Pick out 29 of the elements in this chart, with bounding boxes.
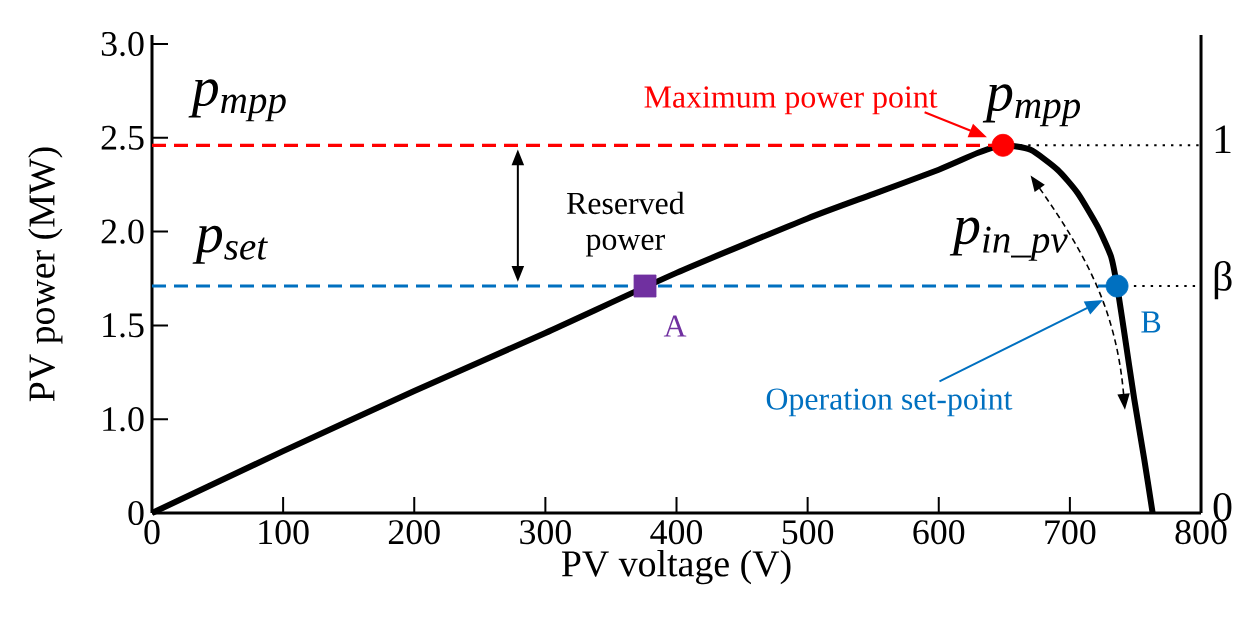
x-tick-label: 0 — [144, 520, 160, 545]
x-tick-label: 800 — [1175, 520, 1227, 545]
x-tick-label: 400 — [650, 520, 703, 545]
x-tick-label: 600 — [913, 520, 965, 545]
annotation: Maximum power point — [644, 86, 938, 115]
y2-tick-label: β — [1214, 260, 1232, 300]
y2-tick-label: 1 — [1215, 125, 1231, 154]
y2-tick-label: 0 — [1213, 492, 1232, 522]
annotation: p$_{mpp}$ — [982, 84, 1081, 127]
annotation: Reserved power — [566, 191, 685, 257]
y-tick-label: 1.0 — [103, 407, 144, 432]
x-tick-label: 300 — [520, 520, 571, 545]
x-tick-label: 200 — [388, 520, 440, 545]
annotation: p$_{set}$ — [192, 225, 268, 264]
x-axis-title: PV voltage (V) — [561, 549, 791, 585]
y-tick-label: 2.5 — [101, 125, 144, 150]
annotation: p$_{mpp}$ — [188, 79, 286, 122]
x-tick-label: 500 — [782, 520, 834, 545]
y-tick-label: 2.0 — [101, 219, 144, 244]
y-tick-label: 1.5 — [103, 313, 144, 338]
y-axis-title: PV power (MW) — [28, 147, 63, 402]
x-tick-label: 100 — [259, 520, 309, 545]
annotation: A — [663, 315, 687, 337]
y-tick-label: 0 — [128, 500, 144, 526]
y-tick-label: 3.0 — [101, 31, 144, 57]
annotation: p$_{in_pv}$ — [949, 217, 1068, 261]
x-tick-label: 700 — [1045, 520, 1096, 545]
annotation: B — [1141, 311, 1161, 333]
annotation: Operation set-point — [766, 388, 1013, 417]
